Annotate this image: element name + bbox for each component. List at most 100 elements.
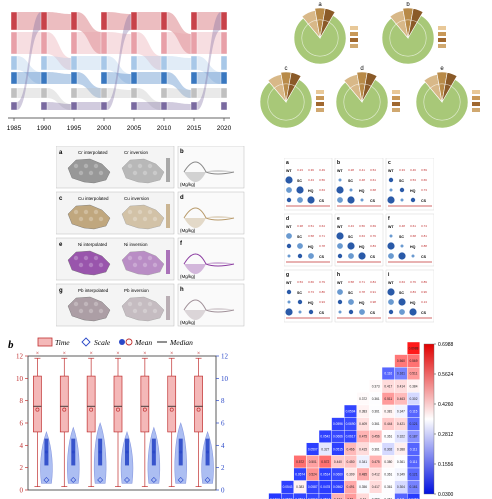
pie-inner-ring <box>267 83 305 121</box>
map-texture <box>83 301 89 307</box>
corr-circle <box>399 187 405 193</box>
corr-circle <box>387 242 395 250</box>
left-tick-label: 6 <box>20 420 24 428</box>
corr-value: 0.59 <box>421 168 427 172</box>
dist-frame <box>177 283 245 327</box>
correlation-grid: a WT 0.23 0.36 0.49 SC 0.43 0.56 HQ 0.63 CS b WT 0.28… <box>284 158 434 323</box>
sankey-flow <box>197 72 221 84</box>
sankey-flow <box>197 12 221 110</box>
corr-var-label: SC <box>297 179 302 183</box>
corr-var-label: HQ <box>308 189 314 193</box>
corr-var-label: CS <box>370 199 376 203</box>
sankey-node <box>190 55 198 71</box>
pie-detail-bar <box>350 32 358 36</box>
corr-circle <box>359 309 365 315</box>
map-texture <box>78 308 84 314</box>
map-colorbar <box>166 296 170 320</box>
map-texture <box>142 262 148 268</box>
heatmap-value: 0.111 <box>410 447 418 451</box>
sankey-node <box>70 87 78 99</box>
pie-detail-bar <box>472 108 480 112</box>
heatmap-cell <box>394 492 408 499</box>
sankey-year-label: 2000 <box>97 125 112 132</box>
map-panel-letter: c <box>59 196 63 202</box>
right-tick-label: 12 <box>221 353 229 361</box>
map-texture <box>98 308 104 314</box>
sankey-node <box>100 31 108 55</box>
sankey-flow <box>47 88 71 110</box>
corr-circle <box>337 243 343 249</box>
heatmap-value: 0.304 <box>397 485 405 489</box>
heatmap-value: 0.524 <box>309 473 317 477</box>
corr-value: 0.73 <box>308 290 314 294</box>
corr-value: 0.61 <box>410 224 416 228</box>
heatmap-value: 0.302 <box>410 397 418 401</box>
dist-panel-letter: b <box>180 149 184 155</box>
heatmap-value: 0.384 <box>410 384 418 388</box>
time-outlier: × <box>63 351 66 357</box>
corr-value: 0.78 <box>319 244 325 248</box>
pie-detail-bar <box>316 102 324 106</box>
corr-panel-a: a WT 0.23 0.36 0.49 SC 0.43 0.56 HQ 0.63 CS <box>284 158 333 211</box>
time-box <box>194 375 203 433</box>
corr-panel-g: g WT 0.53 0.66 0.79 SC 0.73 0.86 HQ 0.93 CS <box>284 269 333 323</box>
sankey-node <box>130 71 138 85</box>
corr-value: 0.23 <box>297 168 303 172</box>
heatmap-value: 0.361 <box>384 485 392 489</box>
map-right-title: Cu inversion <box>124 196 150 201</box>
time-box <box>33 375 42 433</box>
dist-frame <box>177 191 245 235</box>
map-texture <box>78 170 84 176</box>
heatmap-value: 0.466 <box>347 447 355 451</box>
sankey-flow <box>77 32 101 54</box>
pie-slice <box>381 15 435 65</box>
map-texture <box>142 308 148 314</box>
heatmap-value: 0.0542 <box>320 435 330 439</box>
corr-circle <box>337 299 343 305</box>
dist-unit: (Mg/kg) <box>180 228 196 233</box>
sankey-panel: 1985 1990 1995 2000 2005 2010 2015 2020 <box>2 2 234 136</box>
corr-frame <box>385 269 434 323</box>
scale-marker <box>70 477 77 483</box>
corr-circle <box>336 186 344 194</box>
sankey-node <box>160 31 168 55</box>
heatmap-value: 0.409 <box>359 422 367 426</box>
corr-value: 0.91 <box>370 290 376 294</box>
corr-value: 0.38 <box>297 224 303 228</box>
map-panel-letter: g <box>59 288 63 294</box>
heatmap-value: 0.388 <box>397 447 405 451</box>
corr-var-label: CS <box>421 199 427 203</box>
legend-scale-label: Scale <box>94 338 111 347</box>
dist-fill <box>184 216 234 228</box>
corr-value: 0.58 <box>308 234 314 238</box>
scale-mean <box>71 450 75 454</box>
heatmap-value: 0.399 <box>347 473 355 477</box>
heatmap-value: 0.380 <box>384 460 392 464</box>
heatmap-value: 0.0403 <box>270 498 280 499</box>
pie-chart-d: d <box>335 66 400 129</box>
sankey-node <box>10 11 18 31</box>
sankey-node <box>70 71 78 85</box>
heatmap-value: 0.115 <box>410 410 418 414</box>
sankey-flow <box>77 88 101 98</box>
corr-value: 0.43 <box>348 224 354 228</box>
heatmap-value: 0.412 <box>372 473 380 477</box>
corr-var-label: SC <box>399 235 404 239</box>
corr-value: 0.96 <box>421 290 427 294</box>
heatmap-value: 0.381 <box>384 410 392 414</box>
corr-panel-letter: h <box>337 272 340 278</box>
corr-value: 0.71 <box>359 280 365 284</box>
heatmap-value: 0.0507 <box>308 447 318 451</box>
map-shape <box>67 204 111 230</box>
sankey-node <box>40 71 48 85</box>
heatmap-value: 0.417 <box>372 485 380 489</box>
map-texture <box>88 262 94 268</box>
heatmap-value: 0.361 <box>372 410 380 414</box>
pie-charts: a b c d e <box>259 2 480 129</box>
map-texture <box>78 216 84 222</box>
pie-slice <box>441 72 458 103</box>
corr-panel-letter: a <box>286 160 289 166</box>
map-colorbar <box>166 158 170 182</box>
sankey-node <box>100 87 108 99</box>
corr-panel-f: f WT 0.48 0.61 0.74 SC 0.68 0.81 HQ 0.88 CS <box>385 213 434 267</box>
